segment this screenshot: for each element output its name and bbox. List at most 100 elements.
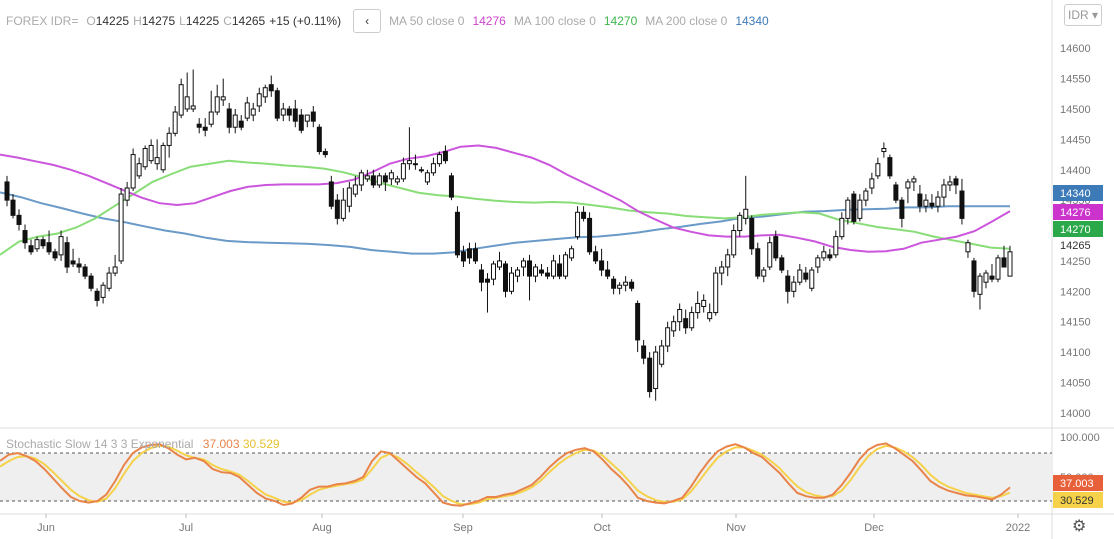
- candle: [442, 145, 448, 164]
- ma50-label: MA 50 close 0: [389, 14, 465, 28]
- candle-body: [352, 184, 358, 195]
- currency-dropdown[interactable]: IDR ▾: [1064, 4, 1102, 26]
- candle: [857, 194, 863, 222]
- candle-body: [671, 321, 677, 332]
- ma50-value: 14276: [472, 14, 506, 28]
- candle: [406, 127, 412, 170]
- candle: [280, 102, 286, 122]
- candle: [515, 267, 521, 283]
- candle: [400, 157, 406, 182]
- price-tick-label: 14150: [1060, 317, 1091, 329]
- low-label: L: [179, 14, 186, 28]
- price-tick-label: 14250: [1060, 256, 1091, 268]
- candle-body: [647, 357, 653, 393]
- candle: [238, 115, 244, 131]
- candle-body: [971, 260, 977, 292]
- candle-body: [232, 114, 238, 128]
- candle: [160, 142, 166, 173]
- candle: [827, 248, 833, 261]
- candle: [142, 145, 148, 170]
- candle: [262, 84, 268, 103]
- candle-body: [899, 199, 905, 219]
- candle-body: [304, 114, 310, 122]
- price-tag-bg: [1053, 221, 1103, 237]
- candle-body: [779, 257, 785, 271]
- candle-body: [947, 181, 953, 186]
- candle-body: [202, 126, 208, 131]
- candle-body: [388, 172, 394, 180]
- price-tick-label: 14550: [1060, 74, 1091, 86]
- candle-body: [100, 284, 106, 298]
- candle-body: [773, 236, 779, 259]
- candle: [557, 254, 563, 280]
- candle-body: [244, 102, 250, 119]
- candle-body: [629, 281, 635, 289]
- candle: [845, 197, 851, 225]
- candle-body: [881, 148, 887, 153]
- candle-body: [665, 327, 671, 347]
- candle: [4, 175, 10, 207]
- candle-body: [509, 272, 515, 292]
- candle-body: [370, 175, 376, 186]
- candle: [370, 169, 376, 188]
- candle: [587, 212, 593, 255]
- time-tick-label: Oct: [593, 522, 610, 534]
- change-value: +15 (+0.11%): [269, 14, 342, 28]
- candle: [472, 242, 478, 264]
- candle: [148, 139, 154, 164]
- candle: [533, 263, 539, 283]
- price-tag-ma50: 14276: [1060, 207, 1091, 219]
- candle-body: [142, 148, 148, 168]
- candle: [695, 291, 701, 319]
- candle: [268, 75, 274, 97]
- candle-body: [316, 126, 322, 153]
- collapse-legend-button[interactable]: ‹: [353, 9, 382, 33]
- candle-body: [857, 199, 863, 219]
- candle: [28, 239, 34, 255]
- candle-body: [22, 230, 28, 244]
- candle-body: [605, 269, 611, 277]
- candle: [436, 151, 442, 167]
- price-tick-label: 14200: [1060, 286, 1091, 298]
- candle: [52, 248, 58, 261]
- candle: [430, 157, 436, 176]
- candle-body: [220, 96, 226, 101]
- candle-body: [641, 345, 647, 359]
- candle-body: [557, 263, 563, 277]
- candle: [304, 114, 310, 128]
- candle: [791, 276, 797, 298]
- candle-body: [46, 242, 52, 253]
- candle-body: [977, 275, 983, 295]
- candle: [965, 239, 971, 258]
- candle: [298, 109, 304, 134]
- candle: [202, 118, 208, 137]
- candle: [502, 260, 508, 298]
- candle-body: [887, 157, 893, 177]
- candle: [274, 87, 280, 122]
- candle-body: [725, 254, 731, 268]
- candle-body: [340, 199, 346, 219]
- price-tag-ma100: 14270: [1060, 224, 1091, 236]
- close-value: 14265: [231, 14, 266, 28]
- candle-body: [322, 151, 328, 156]
- candle: [521, 257, 527, 277]
- candle: [220, 78, 226, 106]
- high-label: H: [133, 14, 142, 28]
- gear-icon[interactable]: ⚙: [1072, 518, 1087, 535]
- candle-body: [172, 111, 178, 134]
- candle: [815, 254, 821, 274]
- candle: [334, 194, 340, 225]
- candle-body: [827, 254, 833, 259]
- candle-body: [292, 108, 298, 122]
- candle-body: [166, 132, 172, 146]
- candle: [959, 178, 965, 225]
- candle: [929, 194, 935, 210]
- candle: [599, 248, 605, 277]
- candle-body: [76, 263, 82, 268]
- candle-body: [1001, 257, 1007, 268]
- candle-body: [412, 163, 418, 166]
- candle-body: [58, 236, 64, 256]
- candle: [250, 102, 256, 122]
- candle-body: [539, 269, 545, 274]
